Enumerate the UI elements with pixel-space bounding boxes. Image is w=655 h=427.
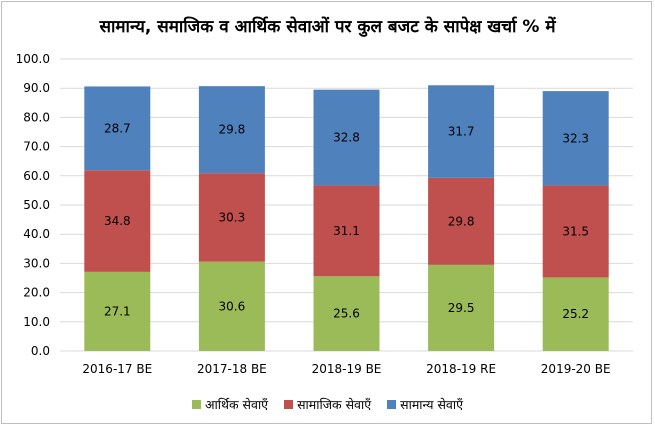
legend-label: आर्थिक सेवाएँ <box>204 397 269 412</box>
bar-segment <box>542 185 609 278</box>
bars <box>84 85 609 351</box>
x-tick-label: 2016-17 BE <box>82 362 152 376</box>
x-tick-label: 2017-18 BE <box>197 362 267 376</box>
bar-segment <box>198 173 265 262</box>
y-tick-label: 70.0 <box>23 140 50 154</box>
data-label: 29.8 <box>448 214 475 228</box>
legend-swatch <box>284 400 294 409</box>
y-tick-label: 20.0 <box>23 286 50 300</box>
y-tick-label: 100.0 <box>16 52 50 66</box>
chart-plot: 27.1 34.8 28.7 30.6 30.3 29.8 25.6 31.1 32.8 29.5… <box>16 52 633 376</box>
legend-label: सामाजिक सेवाएँ <box>297 397 372 412</box>
bar-segment <box>313 185 380 277</box>
bar-segment <box>542 277 609 351</box>
data-label: 30.6 <box>219 299 246 313</box>
legend-swatch <box>191 400 201 409</box>
data-label: 32.8 <box>333 131 360 145</box>
bar-segment <box>84 86 151 171</box>
bar-segment <box>84 271 151 351</box>
bar-segment <box>313 89 380 186</box>
legend-item: सामाजिक सेवाएँ <box>284 396 371 413</box>
y-tick-label: 10.0 <box>23 315 50 329</box>
bar-segment <box>198 86 265 174</box>
data-label: 29.5 <box>448 301 475 315</box>
x-tick-label: 2018-19 BE <box>312 362 382 376</box>
x-axis: 2016-17 BE 2017-18 BE 2018-19 BE 2018-19 RE… <box>82 362 610 376</box>
x-tick-label: 2019-20 BE <box>541 362 611 376</box>
chart-title: सामान्य, समाजिक व आर्थिक सेवाओं पर कुल ब… <box>99 17 556 37</box>
legend-swatch <box>387 400 397 409</box>
data-label: 29.8 <box>219 123 246 137</box>
bar-segment <box>313 276 380 351</box>
data-label: 28.7 <box>104 121 131 135</box>
bar-segment <box>428 177 495 265</box>
data-label: 25.6 <box>333 307 360 321</box>
legend-label: सामान्य सेवाएँ <box>400 397 464 412</box>
bar-segment <box>542 91 609 186</box>
bar-segment <box>84 170 151 272</box>
legend: आर्थिक सेवाएँ सामाजिक सेवाएँ सामान्य सेवाए… <box>0 396 655 413</box>
data-label: 27.1 <box>104 304 131 318</box>
data-label: 31.7 <box>448 125 475 139</box>
data-label: 32.3 <box>562 131 589 145</box>
legend-item: सामान्य सेवाएँ <box>387 396 463 413</box>
data-label: 30.3 <box>219 210 246 224</box>
data-label: 34.8 <box>104 214 131 228</box>
data-label: 31.5 <box>562 224 589 238</box>
data-label: 25.2 <box>562 307 589 321</box>
y-tick-label: 90.0 <box>23 81 50 95</box>
data-label: 31.1 <box>333 224 360 238</box>
y-tick-label: 60.0 <box>23 169 50 183</box>
bar-segment <box>428 85 495 178</box>
y-tick-label: 30.0 <box>23 256 50 270</box>
legend-item: आर्थिक सेवाएँ <box>191 396 269 413</box>
data-labels: 27.1 34.8 28.7 30.6 30.3 29.8 25.6 31.1 32.8 29.5… <box>104 121 589 321</box>
y-tick-label: 80.0 <box>23 110 50 124</box>
bar-segment <box>428 264 495 351</box>
y-tick-label: 40.0 <box>23 227 50 241</box>
bar-segment <box>198 261 265 351</box>
y-tick-label: 0.0 <box>31 344 50 358</box>
x-tick-label: 2018-19 RE <box>426 362 496 376</box>
y-axis: 0.0 10.0 20.0 30.0 40.0 50.0 60.0 70.0 80.0 90.0 1… <box>16 52 50 358</box>
y-tick-label: 50.0 <box>23 198 50 212</box>
